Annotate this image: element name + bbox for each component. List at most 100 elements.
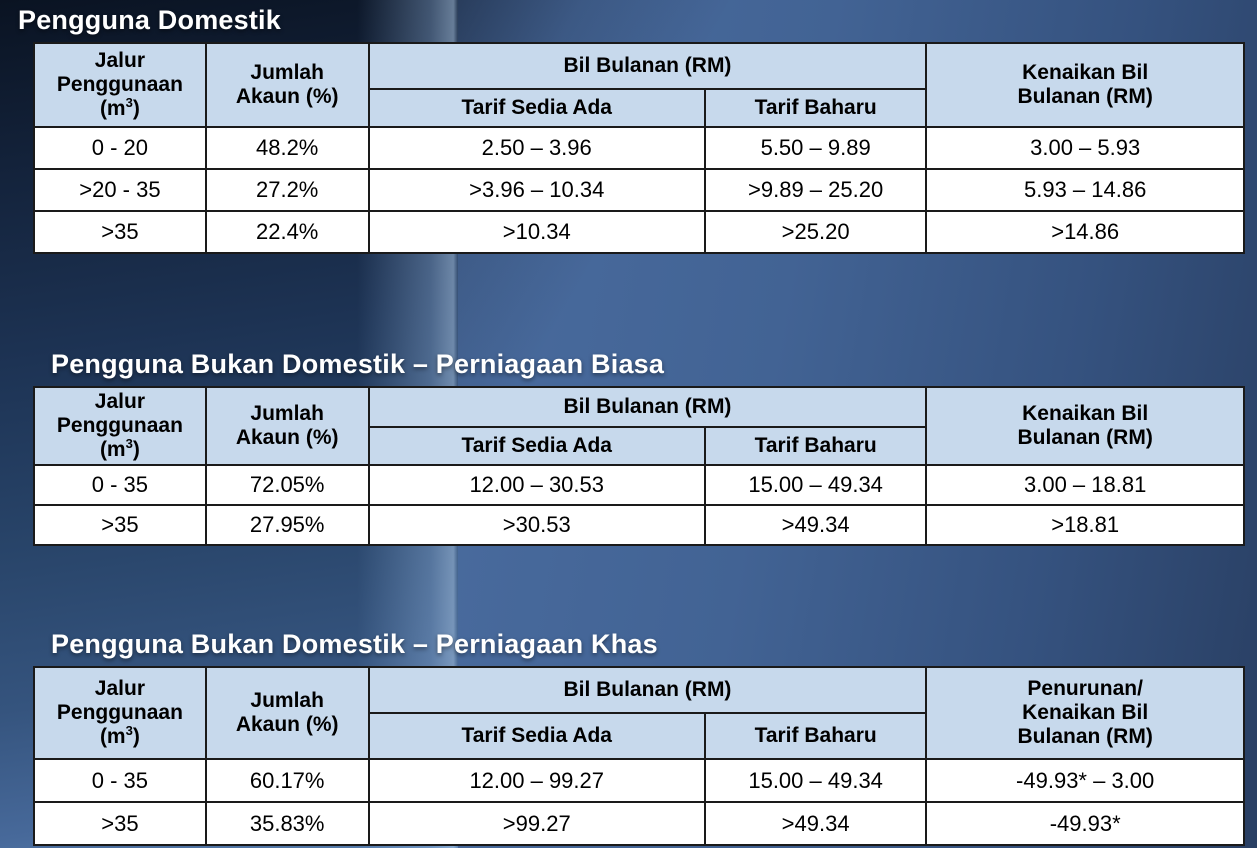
accounts-line2: Akaun (%) (235, 425, 339, 449)
usage-band-line2: Penggunaan (m (56, 413, 183, 461)
tariff-new-cell: >9.89 – 25.20 (703, 168, 928, 212)
table-row: >35 35.83% >99.27 >49.34 -49.93* (33, 801, 1245, 846)
accounts-cell: 35.83% (204, 801, 370, 846)
table-title-non-domestic-special: Pengguna Bukan Domestik – Perniagaan Kha… (51, 629, 658, 659)
accounts-cell: 72.05% (204, 463, 370, 506)
domestic-tariff-table: Jalur Penggunaan (m3) Jumlah Akaun (%) B… (33, 42, 1245, 254)
col-header-bill-group: Bil Bulanan (RM) (367, 386, 928, 428)
col-header-usage-band: Jalur Penggunaan (m3) (33, 42, 207, 128)
col-header-bill-change: Kenaikan Bil Bulanan (RM) (925, 42, 1245, 128)
table-title-domestic: Pengguna Domestik (18, 5, 281, 35)
col-header-tariff-new: Tarif Baharu (703, 88, 928, 128)
tariff-existing-cell: 12.00 – 99.27 (367, 758, 706, 803)
non-domestic-regular-section: Pengguna Bukan Domestik – Perniagaan Bia… (33, 349, 1245, 546)
bill-change-cell: 3.00 – 18.81 (925, 463, 1245, 506)
usage-band-superscript: 3 (125, 435, 133, 451)
tariff-existing-cell: >30.53 (367, 503, 706, 546)
col-header-bill-change: Kenaikan Bil Bulanan (RM) (925, 386, 1245, 466)
header-row-group: Jalur Penggunaan (m3) Jumlah Akaun (%) B… (33, 386, 1245, 466)
bill-change-line1: Kenaikan Bil (1022, 401, 1149, 425)
accounts-cell: 22.4% (204, 210, 370, 254)
col-header-tariff-existing: Tarif Sedia Ada (367, 88, 706, 128)
col-header-bill-group: Bil Bulanan (RM) (367, 42, 928, 90)
usage-band-cell: 0 - 35 (33, 758, 207, 803)
tariff-existing-cell: 2.50 – 3.96 (367, 126, 706, 170)
bill-change-cell: -49.93* – 3.00 (925, 758, 1245, 803)
bill-change-cell: -49.93* (925, 801, 1245, 846)
usage-band-superscript: 3 (125, 94, 133, 110)
tariff-new-cell: 15.00 – 49.34 (703, 463, 928, 506)
col-header-tariff-new: Tarif Baharu (703, 425, 928, 466)
accounts-line1: Jumlah (250, 61, 324, 85)
accounts-cell: 48.2% (204, 126, 370, 170)
usage-band-cell: 0 - 20 (33, 126, 207, 170)
accounts-cell: 27.95% (204, 503, 370, 546)
bill-change-line1: Penurunan/ (1027, 677, 1143, 701)
usage-band-line1: Jalur (94, 49, 145, 73)
col-header-tariff-existing: Tarif Sedia Ada (367, 712, 706, 760)
usage-band-cell: 0 - 35 (33, 463, 207, 506)
bill-change-line2: Bulanan (RM) (1017, 85, 1153, 108)
usage-band-line2: Penggunaan (m (56, 701, 183, 748)
bill-change-cell: 3.00 – 5.93 (925, 126, 1245, 170)
header-row-group: Jalur Penggunaan (m3) Jumlah Akaun (%) B… (33, 42, 1245, 128)
accounts-line2: Akaun (%) (235, 713, 339, 736)
header-row-tariffs: Tarif Sedia Ada Tarif Baharu (34, 425, 1244, 466)
col-header-tariff-existing: Tarif Sedia Ada (367, 425, 706, 466)
header-row-group: Jalur Penggunaan (m3) Jumlah Akaun (%) B… (33, 666, 1245, 760)
bill-change-line2: Kenaikan Bil (1022, 701, 1149, 725)
accounts-line2: Akaun (%) (235, 85, 339, 108)
usage-band-paren: ) (132, 96, 140, 120)
non-domestic-regular-tariff-table: Jalur Penggunaan (m3) Jumlah Akaun (%) B… (33, 386, 1245, 546)
usage-band-paren: ) (132, 437, 140, 461)
non-domestic-special-tariff-table: Jalur Penggunaan (m3) Jumlah Akaun (%) B… (33, 666, 1245, 846)
col-header-accounts: Jumlah Akaun (%) (204, 386, 370, 466)
usage-band-cell: >35 (33, 210, 207, 254)
usage-band-paren: ) (132, 724, 140, 748)
domestic-users-section: Pengguna Domestik Jalur Penggunaan (m3) … (18, 5, 1245, 254)
header-row-tariffs: Tarif Sedia Ada Tarif Baharu (34, 88, 1244, 128)
col-header-usage-band: Jalur Penggunaan (m3) (33, 386, 207, 466)
accounts-line1: Jumlah (250, 401, 324, 425)
usage-band-line2: Penggunaan (m (56, 73, 183, 120)
accounts-line1: Jumlah (250, 689, 324, 713)
col-header-accounts: Jumlah Akaun (%) (204, 42, 370, 128)
tariff-existing-cell: >99.27 (367, 801, 706, 846)
usage-band-line1: Jalur (94, 677, 145, 701)
usage-band-line1: Jalur (94, 390, 145, 413)
usage-band-superscript: 3 (125, 722, 133, 738)
bill-change-line1: Kenaikan Bil (1022, 61, 1149, 85)
usage-band-cell: >35 (33, 503, 207, 546)
tariff-new-cell: 15.00 – 49.34 (703, 758, 928, 803)
col-header-bill-change: Penurunan/ Kenaikan Bil Bulanan (RM) (925, 666, 1245, 760)
non-domestic-special-section: Pengguna Bukan Domestik – Perniagaan Kha… (33, 629, 1245, 846)
table-row: 0 - 35 72.05% 12.00 – 30.53 15.00 – 49.3… (33, 463, 1245, 506)
table-row: 0 - 20 48.2% 2.50 – 3.96 5.50 – 9.89 3.0… (33, 126, 1245, 170)
table-row: >35 22.4% >10.34 >25.20 >14.86 (33, 210, 1245, 254)
tariff-existing-cell: >3.96 – 10.34 (367, 168, 706, 212)
bill-change-line3: Bulanan (RM) (1017, 724, 1153, 748)
tariff-existing-cell: 12.00 – 30.53 (367, 463, 706, 506)
tariff-new-cell: >49.34 (703, 801, 928, 846)
tariff-new-cell: 5.50 – 9.89 (703, 126, 928, 170)
accounts-cell: 60.17% (204, 758, 370, 803)
col-header-tariff-new: Tarif Baharu (703, 712, 928, 760)
tariff-existing-cell: >10.34 (367, 210, 706, 254)
bill-change-line2: Bulanan (RM) (1017, 425, 1153, 449)
header-row-tariffs: Tarif Sedia Ada Tarif Baharu (34, 712, 1244, 760)
usage-band-cell: >20 - 35 (33, 168, 207, 212)
tariff-new-cell: >25.20 (703, 210, 928, 254)
tariff-new-cell: >49.34 (703, 503, 928, 546)
table-row: >35 27.95% >30.53 >49.34 >18.81 (33, 503, 1245, 546)
accounts-cell: 27.2% (204, 168, 370, 212)
col-header-usage-band: Jalur Penggunaan (m3) (33, 666, 207, 760)
table-row: >20 - 35 27.2% >3.96 – 10.34 >9.89 – 25.… (33, 168, 1245, 212)
bill-change-cell: 5.93 – 14.86 (925, 168, 1245, 212)
table-row: 0 - 35 60.17% 12.00 – 99.27 15.00 – 49.3… (33, 758, 1245, 803)
bill-change-cell: >18.81 (925, 503, 1245, 546)
col-header-accounts: Jumlah Akaun (%) (204, 666, 370, 760)
col-header-bill-group: Bil Bulanan (RM) (367, 666, 928, 714)
usage-band-cell: >35 (33, 801, 207, 846)
table-title-non-domestic-regular: Pengguna Bukan Domestik – Perniagaan Bia… (51, 349, 665, 379)
bill-change-cell: >14.86 (925, 210, 1245, 254)
